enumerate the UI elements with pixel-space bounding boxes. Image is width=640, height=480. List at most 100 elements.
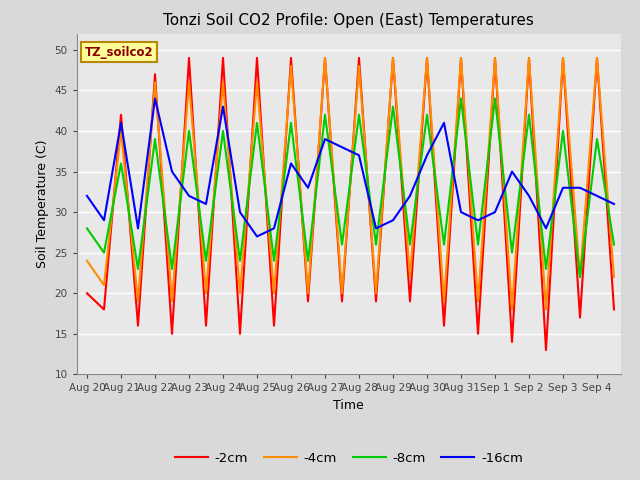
-16cm — [202, 201, 210, 207]
-2cm — [440, 323, 448, 329]
-2cm — [185, 55, 193, 61]
-8cm — [338, 242, 346, 248]
-16cm — [525, 193, 533, 199]
-8cm — [321, 112, 329, 118]
-2cm — [559, 55, 567, 61]
-8cm — [559, 128, 567, 134]
-4cm — [168, 299, 176, 304]
-8cm — [185, 128, 193, 134]
-8cm — [134, 266, 142, 272]
-8cm — [508, 250, 516, 255]
-16cm — [355, 153, 363, 158]
-2cm — [219, 55, 227, 61]
-2cm — [372, 299, 380, 304]
-8cm — [457, 96, 465, 101]
-2cm — [134, 323, 142, 329]
Line: -4cm: -4cm — [87, 58, 614, 310]
Line: -16cm: -16cm — [87, 98, 614, 237]
-4cm — [270, 290, 278, 296]
-8cm — [440, 242, 448, 248]
-4cm — [440, 299, 448, 304]
-8cm — [83, 226, 91, 231]
-16cm — [321, 136, 329, 142]
-4cm — [117, 128, 125, 134]
-2cm — [389, 55, 397, 61]
-4cm — [134, 299, 142, 304]
-2cm — [406, 299, 414, 304]
-4cm — [576, 274, 584, 280]
-2cm — [321, 55, 329, 61]
-16cm — [304, 185, 312, 191]
-8cm — [423, 112, 431, 118]
Text: TZ_soilco2: TZ_soilco2 — [85, 46, 154, 59]
-4cm — [372, 290, 380, 296]
-16cm — [593, 193, 601, 199]
-16cm — [185, 193, 193, 199]
-16cm — [389, 217, 397, 223]
-2cm — [610, 307, 618, 312]
-4cm — [610, 274, 618, 280]
-4cm — [236, 290, 244, 296]
-4cm — [508, 307, 516, 312]
Legend: -2cm, -4cm, -8cm, -16cm: -2cm, -4cm, -8cm, -16cm — [170, 446, 528, 470]
-16cm — [474, 217, 482, 223]
-8cm — [491, 96, 499, 101]
-2cm — [355, 55, 363, 61]
Y-axis label: Soil Temperature (C): Soil Temperature (C) — [36, 140, 49, 268]
-16cm — [576, 185, 584, 191]
-8cm — [576, 274, 584, 280]
-8cm — [406, 242, 414, 248]
-8cm — [304, 258, 312, 264]
-2cm — [525, 55, 533, 61]
-4cm — [423, 55, 431, 61]
-2cm — [542, 347, 550, 353]
-4cm — [185, 79, 193, 85]
-2cm — [593, 55, 601, 61]
-16cm — [287, 160, 295, 166]
-2cm — [491, 55, 499, 61]
-8cm — [287, 120, 295, 126]
-16cm — [253, 234, 261, 240]
-4cm — [287, 63, 295, 69]
-8cm — [117, 160, 125, 166]
-16cm — [117, 120, 125, 126]
-16cm — [100, 217, 108, 223]
-2cm — [100, 307, 108, 312]
-16cm — [457, 209, 465, 215]
-2cm — [474, 331, 482, 336]
-16cm — [270, 226, 278, 231]
-8cm — [202, 258, 210, 264]
Line: -2cm: -2cm — [87, 58, 614, 350]
-2cm — [83, 290, 91, 296]
-4cm — [525, 55, 533, 61]
-16cm — [372, 226, 380, 231]
-2cm — [287, 55, 295, 61]
-4cm — [321, 55, 329, 61]
-8cm — [610, 242, 618, 248]
-8cm — [168, 266, 176, 272]
-8cm — [593, 136, 601, 142]
-2cm — [117, 112, 125, 118]
-8cm — [253, 120, 261, 126]
-4cm — [83, 258, 91, 264]
-16cm — [610, 201, 618, 207]
-8cm — [219, 128, 227, 134]
-4cm — [457, 55, 465, 61]
-4cm — [406, 274, 414, 280]
-16cm — [83, 193, 91, 199]
-2cm — [304, 299, 312, 304]
-16cm — [508, 168, 516, 174]
-2cm — [338, 299, 346, 304]
-4cm — [100, 282, 108, 288]
-4cm — [491, 55, 499, 61]
-4cm — [542, 307, 550, 312]
-8cm — [474, 242, 482, 248]
-16cm — [559, 185, 567, 191]
X-axis label: Time: Time — [333, 399, 364, 412]
-16cm — [542, 226, 550, 231]
-2cm — [168, 331, 176, 336]
-16cm — [134, 226, 142, 231]
-2cm — [253, 55, 261, 61]
-2cm — [457, 55, 465, 61]
-4cm — [474, 299, 482, 304]
